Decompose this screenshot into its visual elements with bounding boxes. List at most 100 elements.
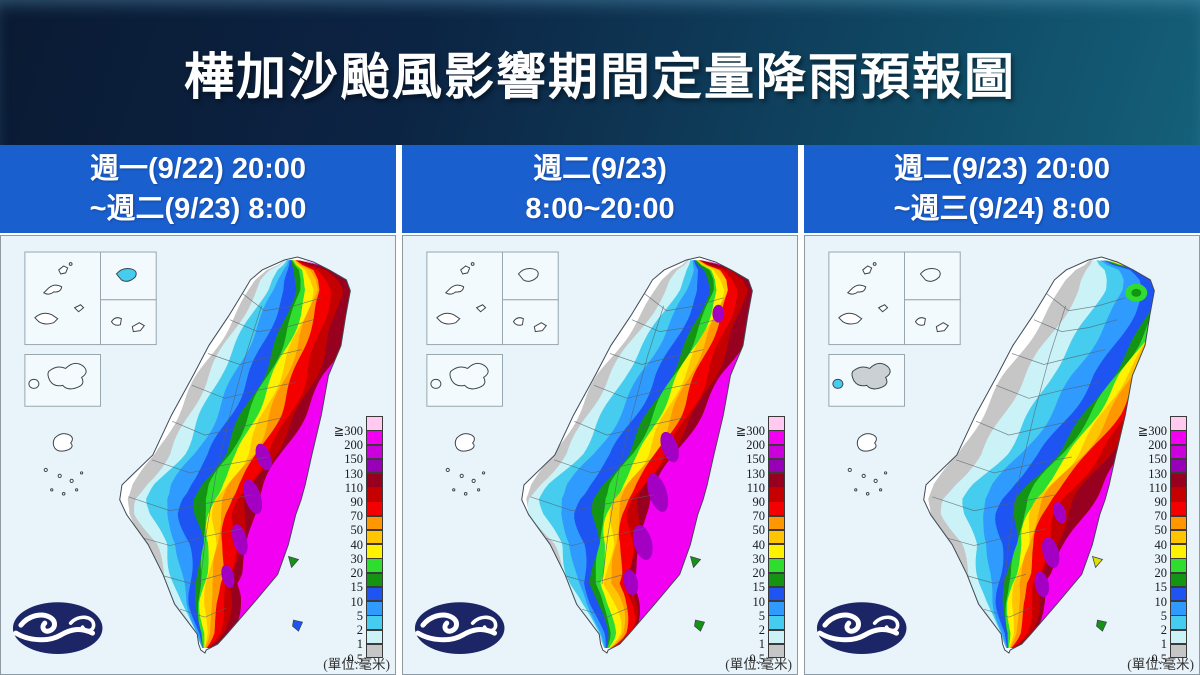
legend-tick-label: 2 [1160,623,1167,638]
legend-color-chip [768,586,785,602]
legend-color-chip [1170,629,1187,645]
panel-2-period-line1: 週二(9/23) [533,152,667,185]
legend-tick-label: 15 [752,580,766,595]
legend-tick-label: 90 [350,494,364,509]
forecast-panel-2: 週二(9/23) 8:00~20:00 ≧300 200 150 130 110 90 70… [402,145,798,675]
legend-unit-label: (單位:毫米) [323,657,390,672]
panel-1-period-line1: 週一(9/22) 20:00 [90,152,306,185]
legend-tick-label: 70 [1154,509,1168,524]
legend-color-chip [1170,458,1187,474]
legend-color-chip [768,416,785,431]
legend-tick-label: ≧300 [735,423,765,438]
legend-color-chip [768,544,785,559]
legend-tick-label: 90 [1154,494,1168,509]
legend-tick-label: 20 [1154,566,1168,581]
panel-2-map-area: ≧300 200 150 130 110 90 70 50 40 30 20 15 10 5 2 1 0.5 (… [402,235,798,675]
panel-1-period-line2: ~週二(9/23) 8:00 [89,193,307,225]
legend-tick-label: 20 [752,566,766,581]
legend-tick-label: 70 [350,509,364,524]
legend-tick-label: 110 [746,480,765,495]
legend-color-chip [366,529,383,545]
legend-tick-label: 130 [746,466,765,481]
legend-unit-label: (單位:毫米) [725,657,792,672]
legend-color-chip [366,487,383,502]
legend-tick-label: 40 [350,537,364,552]
legend-color-chip [768,643,785,659]
legend-tick-label: 130 [344,466,363,481]
taiwan-rainfall-map [816,251,1155,654]
legend-tick-label: 2 [758,623,765,638]
offshore-island-insets [426,251,559,496]
legend-color-chip [366,586,383,602]
legend-tick-label: 30 [350,551,364,566]
rainfall-legend: ≧300 200 150 130 110 90 70 50 40 30 20 15 10 5 2 1 0.5 [1122,416,1188,666]
legend-color-chip [1170,473,1187,488]
title-band: 樺加沙颱風影響期間定量降雨預報圖 [0,0,1200,145]
legend-color-chip [1170,416,1187,431]
legend-color-chip [1170,601,1187,616]
panel-1-map-area: ≧300 200 150 130 110 90 70 50 40 30 20 15 10 5 2 1 0.5 (… [0,235,396,675]
legend-color-chip [366,615,383,630]
legend-tick-label: 5 [758,608,765,623]
green-island [689,555,702,569]
legend-tick-label: 15 [350,580,364,595]
forecast-panels: 週一(9/22) 20:00 ~週二(9/23) 8:00 ≧300 200 150… [0,145,1200,675]
central-weather-administration-logo [414,602,505,654]
green-island [1091,555,1104,569]
rainfall-legend: ≧300 200 150 130 110 90 70 50 40 30 20 15 10 5 2 1 0.5 [318,416,384,666]
legend-color-chip [768,444,785,459]
legend-color-chip [768,501,785,516]
legend-color-chip [1170,529,1187,545]
legend-tick-label: 10 [1154,594,1168,609]
legend-tick-label: 130 [1148,466,1167,481]
green-island [287,555,300,569]
legend-color-chip [768,515,785,531]
legend-tick-label: 150 [746,452,765,467]
legend-color-chip [1170,444,1187,459]
legend-tick-label: 150 [344,452,363,467]
legend-tick-label: 1 [1160,637,1167,652]
legend-tick-label: 1 [758,637,765,652]
legend-color-chip [1170,501,1187,516]
legend-tick-label: 20 [350,566,364,581]
panel-3-map-area: ≧300 200 150 130 110 90 70 50 40 30 20 15 10 5 2 1 0.5 (… [804,235,1200,675]
legend-tick-label: 110 [344,480,363,495]
legend-tick-label: 40 [752,537,766,552]
legend-tick-label: 10 [350,594,364,609]
legend-tick-label: 200 [344,438,363,452]
central-weather-administration-logo [816,602,907,654]
legend-color-chip [768,430,785,445]
legend-color-chip [1170,515,1187,531]
legend-color-chip [366,558,383,573]
legend-color-chip [366,473,383,488]
legend-tick-label: 10 [752,594,766,609]
legend-tick-label: 90 [752,494,766,509]
panel-2-period-line2: 8:00~20:00 [525,193,675,225]
orchid-island [292,619,304,632]
taiwan-rainfall-map [12,251,351,654]
page-title: 樺加沙颱風影響期間定量降雨預報圖 [184,48,1016,105]
legend-tick-label: ≧300 [333,423,363,438]
legend-color-chip [366,430,383,445]
rainfall-bands [526,259,753,649]
offshore-island-insets [828,251,961,496]
legend-color-chip [366,643,383,659]
legend-color-chip [1170,558,1187,573]
legend-color-chip [1170,487,1187,502]
central-weather-administration-logo [12,602,103,654]
legend-color-chip [1170,586,1187,602]
legend-tick-label: 70 [752,509,766,524]
legend-color-chip [1170,572,1187,588]
legend-tick-label: 30 [1154,551,1168,566]
legend-color-chip [768,487,785,502]
legend-tick-label: 5 [1160,608,1167,623]
offshore-island-insets [24,251,157,496]
legend-tick-label: 50 [350,523,364,538]
legend-tick-label: 200 [746,438,765,452]
legend-color-chip [768,558,785,573]
legend-color-chip [1170,643,1187,659]
taiwan-coastline [923,256,1155,654]
legend-color-chip [366,444,383,459]
legend-tick-label: 150 [1148,452,1167,467]
